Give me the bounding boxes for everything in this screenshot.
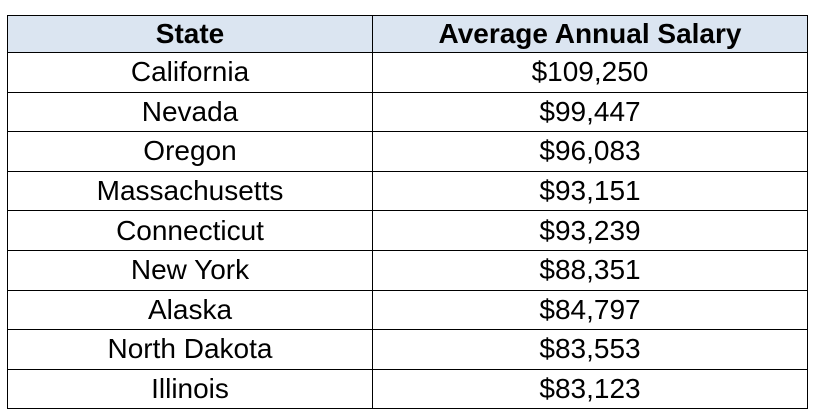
state-cell: Massachusetts [7, 170, 373, 212]
table-row: California $109,250 [7, 52, 808, 93]
table-row: Oregon $96,083 [7, 131, 808, 172]
state-cell: New York [7, 249, 373, 291]
salary-cell: $84,797 [372, 289, 808, 331]
table-row: Alaska $84,797 [7, 289, 808, 331]
header-cell: Average Annual Salary [372, 15, 808, 53]
table-row: New York $88,351 [7, 249, 808, 291]
state-cell: Connecticut [7, 210, 373, 251]
state-cell: California [7, 52, 373, 93]
table-header: State Average Annual Salary [7, 15, 808, 53]
header-row: State Average Annual Salary [7, 15, 808, 53]
salary-cell: $109,250 [372, 52, 808, 93]
salary-table: State Average Annual Salary California $10… [7, 15, 808, 410]
state-cell: North Dakota [7, 329, 373, 370]
salary-cell: $83,123 [372, 368, 808, 410]
salary-cell: $99,447 [372, 91, 808, 133]
salary-cell: $96,083 [372, 131, 808, 172]
salary-cell: $88,351 [372, 249, 808, 291]
state-cell: Oregon [7, 131, 373, 172]
salary-cell: $93,239 [372, 210, 808, 251]
table-row: Illinois $83,123 [7, 368, 808, 410]
table-row: Nevada $99,447 [7, 91, 808, 133]
state-cell: Alaska [7, 289, 373, 331]
state-cell: Illinois [7, 368, 373, 410]
table-row: Connecticut $93,239 [7, 210, 808, 251]
salary-cell: $93,151 [372, 170, 808, 212]
header-cell: State [7, 15, 373, 53]
table-body: California $109,250 Nevada $99,447 Oregon $96… [7, 52, 808, 410]
state-cell: Nevada [7, 91, 373, 133]
table-row: North Dakota $83,553 [7, 329, 808, 370]
table-row: Massachusetts $93,151 [7, 170, 808, 212]
salary-cell: $83,553 [372, 329, 808, 370]
